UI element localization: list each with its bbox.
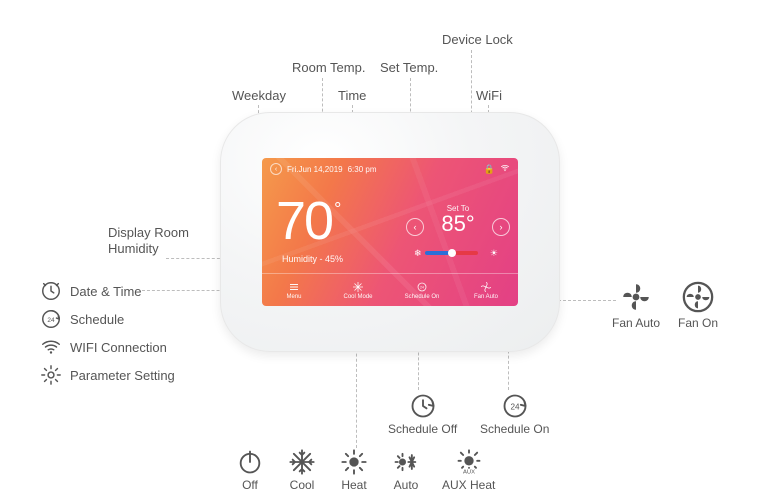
icon-cool: Cool [288, 448, 316, 492]
lock-icon: 🔒 [484, 164, 495, 175]
icon-fan-on: Fan On [678, 280, 718, 330]
snowflake-icon [352, 281, 364, 293]
thermostat-device: ‹ Fri.Jun 14,2019 6:30 pm 🔒 70° Humidity… [220, 112, 560, 352]
sun-icon [340, 448, 368, 476]
power-icon [236, 448, 264, 476]
callout-time: Time [338, 88, 366, 103]
icon-aux-heat: AUX AUX Heat [442, 448, 495, 492]
callout-device-lock: Device Lock [442, 32, 513, 47]
schedule-on-icon: 24 [501, 392, 529, 420]
fan-auto-icon [619, 280, 653, 314]
room-temp-display: 70° [276, 194, 337, 248]
svg-text:AUX: AUX [463, 470, 475, 476]
callout-weekday: Weekday [232, 88, 286, 103]
svg-text:24: 24 [510, 403, 520, 412]
screen-menu: Menu Cool Mode 24 Schedule On Fan Auto [262, 273, 518, 306]
wifi-status-icon [500, 163, 510, 175]
status-date: Fri.Jun 14,2019 [287, 165, 343, 174]
menu-icon [288, 281, 300, 293]
svg-text:24: 24 [47, 317, 55, 324]
status-time: 6:30 pm [348, 165, 377, 174]
temp-up-button[interactable]: › [492, 218, 510, 236]
back-icon[interactable]: ‹ [270, 163, 282, 175]
set-temp-value: 85° [412, 213, 504, 235]
legend-label: Parameter Setting [70, 368, 175, 383]
callout-humidity-l1: Display Room [108, 225, 189, 240]
legend-date-time: Date & Time [40, 280, 142, 302]
thermostat-screen[interactable]: ‹ Fri.Jun 14,2019 6:30 pm 🔒 70° Humidity… [262, 158, 518, 306]
callout-room-temp: Room Temp. [292, 60, 365, 75]
legend-label: Schedule [70, 312, 124, 327]
schedule-on-icon: 24 [416, 281, 428, 293]
fan-on-icon [681, 280, 715, 314]
menu-button[interactable]: Menu [262, 274, 326, 306]
legend-wifi: WIFI Connection [40, 336, 167, 358]
wifi-icon [40, 336, 62, 358]
icon-heat: Heat [340, 448, 368, 492]
fan-button[interactable]: Fan Auto [454, 274, 518, 306]
svg-text:24: 24 [420, 285, 424, 289]
icon-fan-auto: Fan Auto [612, 280, 660, 330]
temp-down-button[interactable]: ‹ [406, 218, 424, 236]
mode-button[interactable]: Cool Mode [326, 274, 390, 306]
sun-aux-icon: AUX [455, 448, 483, 476]
icon-auto: Auto [392, 448, 420, 492]
legend-schedule: 24 Schedule [40, 308, 124, 330]
fan-icon [480, 281, 492, 293]
callout-wifi: WiFi [476, 88, 502, 103]
sun-snow-icon [392, 448, 420, 476]
icon-schedule-on: 24 Schedule On [480, 392, 549, 436]
schedule-off-icon [409, 392, 437, 420]
snowflake-icon: ❄ [414, 248, 422, 259]
schedule-button[interactable]: 24 Schedule On [390, 274, 454, 306]
gear-icon [40, 364, 62, 386]
temp-range-slider[interactable]: ❄ ☀ [414, 250, 498, 256]
set-temp-label: Set To [412, 204, 504, 213]
icon-off: Off [236, 448, 264, 492]
humidity-display: Humidity - 45% [282, 254, 343, 264]
set-temp-panel: ‹ Set To 85° › [412, 204, 504, 235]
sun-icon: ☀ [490, 248, 498, 259]
icon-schedule-off: Schedule Off [388, 392, 457, 436]
legend-label: WIFI Connection [70, 340, 167, 355]
status-bar: ‹ Fri.Jun 14,2019 6:30 pm 🔒 [262, 158, 518, 175]
legend-label: Date & Time [70, 284, 142, 299]
clock-icon [40, 280, 62, 302]
callout-set-temp: Set Temp. [380, 60, 438, 75]
legend-parameter: Parameter Setting [40, 364, 175, 386]
schedule-icon: 24 [40, 308, 62, 330]
callout-humidity-l2: Humidity [108, 241, 159, 256]
snowflake-icon [288, 448, 316, 476]
